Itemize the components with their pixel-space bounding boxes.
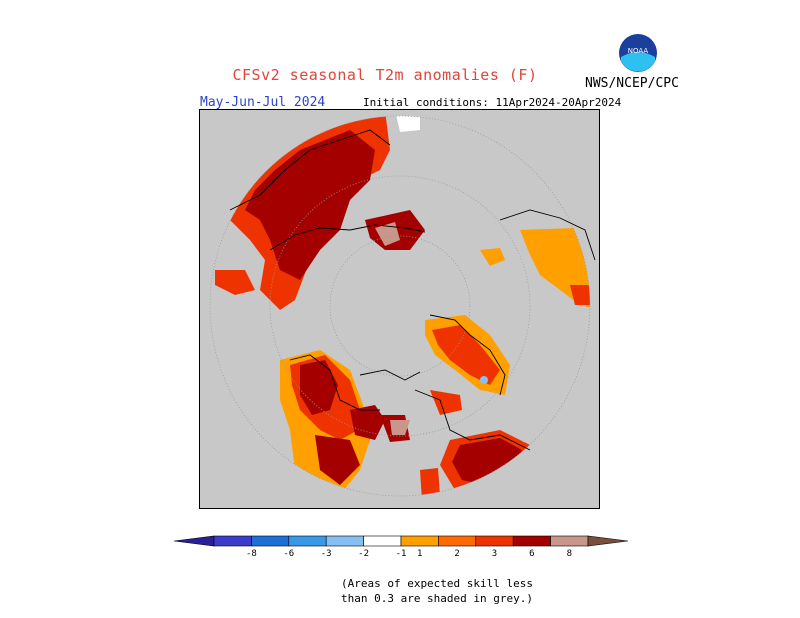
legend-bin [325, 535, 364, 547]
polar-map [199, 109, 600, 509]
legend-bin [475, 535, 514, 547]
legend-bin [400, 535, 439, 547]
legend-bin [213, 535, 252, 547]
legend-tick-label: 6 [529, 549, 535, 559]
legend-bin [438, 535, 477, 547]
color-legend [174, 535, 628, 547]
skill-note-line-2: than 0.3 are shaded in grey.) [340, 592, 534, 605]
skill-note-line-1: (Areas of expected skill less [340, 577, 534, 590]
forecast-period: May-Jun-Jul 2024 [200, 95, 326, 110]
legend-bin [251, 535, 290, 547]
legend-bin [512, 535, 551, 547]
coastlines [229, 129, 596, 451]
svg-text:NOAA: NOAA [628, 47, 649, 55]
legend-tick-label: 2 [454, 549, 460, 559]
polar-map-svg [200, 110, 599, 508]
legend-tick-label: 3 [491, 549, 498, 559]
legend-tick-label: -2 [358, 549, 370, 559]
legend-tick-label: 1 [416, 549, 423, 559]
initial-conditions: Initial conditions: 11Apr2024-20Apr2024 [363, 96, 622, 109]
legend-tick-label: -3 [320, 549, 332, 559]
noaa-logo-icon: NOAA [619, 34, 657, 72]
graticule [209, 115, 591, 497]
legend-bin [288, 535, 327, 547]
organization-label: NWS/NCEP/CPC [585, 76, 679, 91]
legend-arrow-right [587, 535, 628, 547]
legend-tick-label: -8 [245, 549, 257, 559]
legend-bin [550, 535, 589, 547]
map-title: CFSv2 seasonal T2m anomalies (F) [232, 66, 538, 84]
legend-bin [363, 535, 402, 547]
legend-tick-label: -6 [283, 549, 295, 559]
legend-arrow-left [174, 535, 215, 547]
legend-tick-label: -1 [395, 549, 407, 559]
skill-note: (Areas of expected skill less than 0.3 a… [0, 576, 800, 606]
legend-tick-label: 8 [566, 549, 573, 559]
